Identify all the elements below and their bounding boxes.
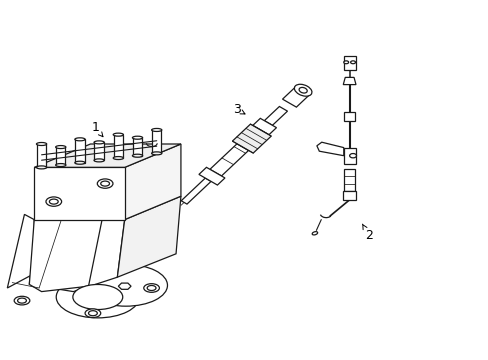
Polygon shape (199, 167, 224, 185)
Ellipse shape (75, 138, 85, 141)
Ellipse shape (84, 264, 167, 306)
Polygon shape (343, 77, 355, 85)
Bar (344, 112, 354, 121)
Ellipse shape (151, 129, 162, 131)
Bar (56, 147, 65, 165)
Bar (133, 138, 142, 156)
Bar (94, 142, 103, 161)
Bar (343, 191, 355, 200)
Ellipse shape (94, 159, 104, 162)
Ellipse shape (37, 143, 46, 145)
Polygon shape (232, 124, 271, 153)
Ellipse shape (132, 154, 142, 157)
Polygon shape (124, 144, 181, 220)
Ellipse shape (75, 161, 85, 164)
Ellipse shape (37, 166, 46, 169)
Bar (75, 139, 84, 163)
Ellipse shape (94, 141, 104, 144)
Ellipse shape (73, 284, 122, 310)
Polygon shape (264, 107, 287, 125)
Text: 2: 2 (362, 224, 372, 242)
Ellipse shape (49, 199, 58, 204)
Bar (343, 148, 355, 164)
Polygon shape (29, 220, 124, 292)
Bar (344, 169, 354, 191)
Ellipse shape (97, 179, 113, 188)
Ellipse shape (88, 311, 97, 316)
Ellipse shape (18, 298, 26, 303)
Ellipse shape (56, 163, 66, 167)
Ellipse shape (311, 231, 317, 235)
Ellipse shape (350, 61, 355, 64)
Polygon shape (7, 215, 34, 288)
Ellipse shape (14, 296, 30, 305)
Text: 3: 3 (233, 103, 244, 116)
Ellipse shape (56, 276, 139, 318)
Ellipse shape (56, 145, 66, 149)
Ellipse shape (113, 157, 123, 159)
Ellipse shape (132, 136, 142, 139)
Text: 1: 1 (91, 121, 103, 137)
Polygon shape (34, 144, 181, 167)
Ellipse shape (143, 284, 159, 292)
Bar (113, 135, 123, 158)
Polygon shape (118, 283, 131, 289)
Polygon shape (209, 144, 248, 176)
Polygon shape (29, 220, 102, 292)
Ellipse shape (343, 61, 348, 64)
Ellipse shape (85, 309, 101, 318)
Ellipse shape (349, 153, 356, 158)
Ellipse shape (46, 197, 61, 206)
Polygon shape (282, 86, 309, 107)
Ellipse shape (113, 133, 123, 136)
Bar (152, 130, 161, 153)
Polygon shape (252, 118, 276, 135)
Polygon shape (34, 167, 124, 220)
Ellipse shape (299, 87, 306, 93)
Polygon shape (117, 196, 181, 277)
Polygon shape (316, 142, 343, 156)
Ellipse shape (294, 84, 311, 96)
Polygon shape (181, 178, 211, 204)
Bar (343, 56, 355, 70)
Bar (37, 144, 46, 167)
Ellipse shape (147, 285, 156, 291)
Ellipse shape (151, 152, 162, 155)
Ellipse shape (101, 181, 109, 186)
